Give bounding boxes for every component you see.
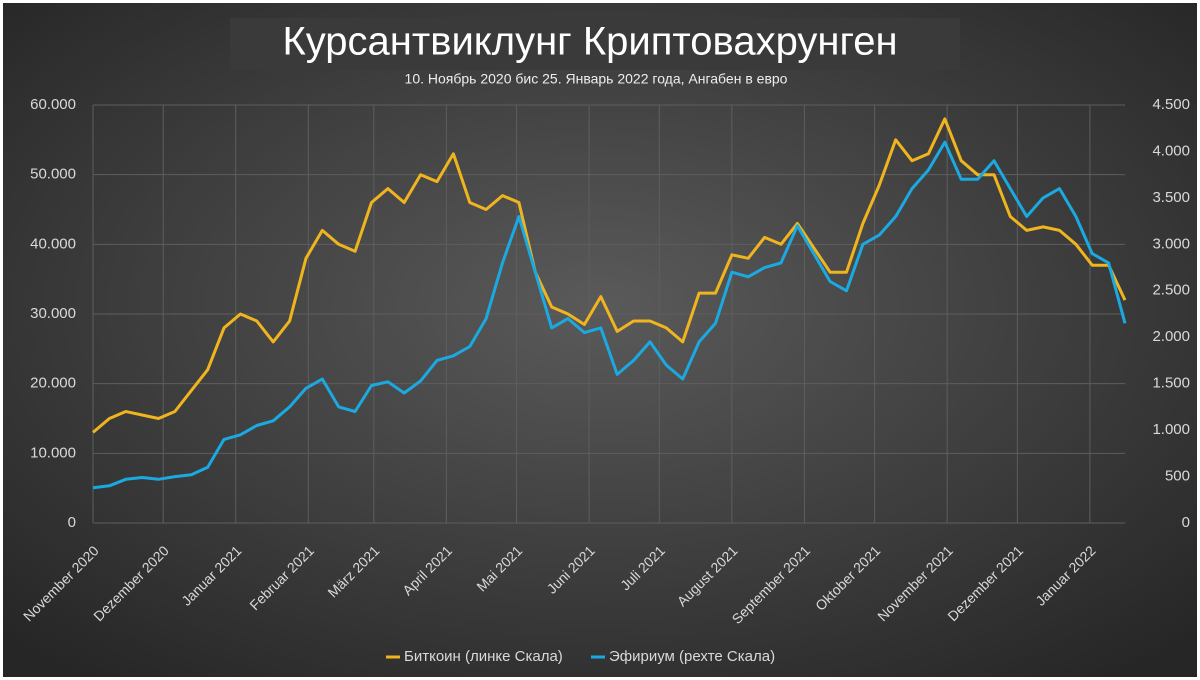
- y2-tick-label: 500: [1165, 468, 1190, 485]
- y2-tick-label: 3.000: [1152, 235, 1190, 252]
- y2-tick-label: 4.500: [1152, 96, 1190, 113]
- y-tick-label: 40.000: [30, 235, 76, 252]
- y-tick-label: 20.000: [30, 375, 76, 392]
- y-tick-label: 30.000: [30, 305, 76, 322]
- y2-tick-label: 4.000: [1152, 142, 1190, 159]
- title-box: [230, 18, 960, 70]
- line-series: [92, 140, 1127, 490]
- y-tick-label: 60.000: [30, 96, 76, 113]
- y2-tick-label: 3.500: [1152, 189, 1190, 206]
- legend-label: Эфириум (рехте Скала): [609, 648, 775, 665]
- y-tick-label: 0: [68, 514, 76, 531]
- y2-tick-label: 2.500: [1152, 282, 1190, 299]
- y2-tick-label: 1.500: [1152, 375, 1190, 392]
- chart-title: Курсантвиклунг Криптовахрунген: [282, 20, 897, 64]
- y-tick-label: 10.000: [30, 444, 76, 461]
- y2-tick-label: 2.000: [1152, 328, 1190, 345]
- y2-tick-label: 0: [1182, 514, 1190, 531]
- line-series: [92, 117, 1127, 434]
- background: [3, 3, 1197, 677]
- legend-label: Биткоин (линке Скала): [404, 648, 563, 665]
- y2-tick-label: 1.000: [1152, 421, 1190, 438]
- y-tick-label: 50.000: [30, 166, 76, 183]
- chart-subtitle: 10. Ноябрь 2020 бис 25. Январь 2022 года…: [405, 71, 788, 87]
